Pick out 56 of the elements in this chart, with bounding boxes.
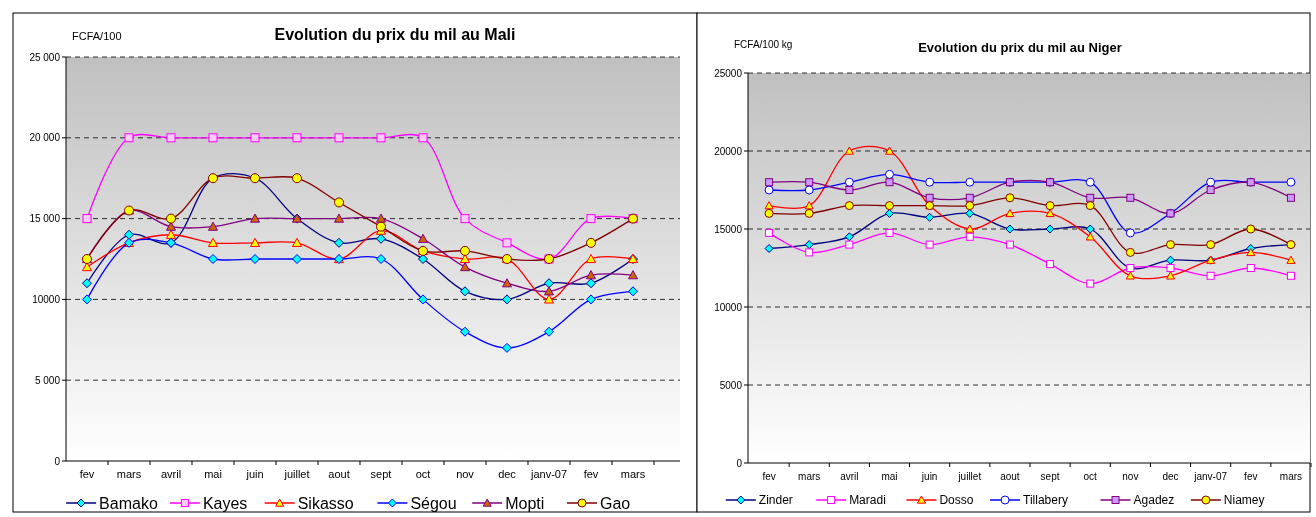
x-tick-label: mars <box>620 468 646 480</box>
y-axis-title: FCFA/100 <box>72 30 122 42</box>
x-tick-label: avril <box>840 471 859 482</box>
legend-label: Ségou <box>410 494 457 512</box>
x-tick-label: juin <box>245 468 264 480</box>
legend-label: Mopti <box>505 494 545 512</box>
y-tick-label: 25000 <box>714 67 743 79</box>
x-tick-label: juillet <box>957 471 982 482</box>
legend-label: Tillabery <box>1023 493 1068 507</box>
x-tick-label: mars <box>1279 471 1303 482</box>
x-tick-label: nov <box>456 468 475 480</box>
x-tick-label: dec <box>498 468 517 480</box>
legend-label: Kayes <box>202 494 248 512</box>
x-tick-label: fev <box>79 468 95 480</box>
x-tick-label: juillet <box>283 468 310 480</box>
y-tick-label: 20000 <box>714 145 743 157</box>
legend-label: Agadez <box>1133 493 1175 507</box>
x-tick-label: mai <box>204 468 222 480</box>
x-tick-label: aout <box>328 468 350 480</box>
y-tick-label: 0 <box>54 455 61 467</box>
legend-label: Bamako <box>99 494 158 512</box>
legend-label: Maradi <box>849 493 886 507</box>
x-tick-label: mars <box>116 468 142 480</box>
y-tick-label: 10000 <box>32 293 61 305</box>
y-axis-title: FCFA/100 kg <box>734 39 793 50</box>
y-tick-label: 5 000 <box>34 374 61 386</box>
legend-label: Zinder <box>758 493 793 507</box>
x-tick-label: mars <box>798 471 821 482</box>
legend-label: Gao <box>600 494 631 512</box>
x-tick-label: fev <box>762 471 776 482</box>
legend-label: Sikasso <box>297 494 354 512</box>
legend-label: Dosso <box>939 493 974 507</box>
x-tick-label: oct <box>1083 471 1098 482</box>
x-tick-label: mai <box>881 471 898 482</box>
y-tick-label: 20 000 <box>29 132 61 144</box>
x-tick-label: fev <box>583 468 599 480</box>
y-tick-label: 10000 <box>714 301 743 313</box>
y-tick-label: 15 000 <box>29 213 61 225</box>
y-tick-label: 25 000 <box>29 51 61 63</box>
chart-title: Evolution du prix du mil au Niger <box>918 40 1122 55</box>
x-tick-label: oct <box>415 468 431 480</box>
x-tick-label: sept <box>370 468 392 480</box>
x-tick-label: avril <box>160 468 182 480</box>
legend-label: Niamey <box>1223 493 1265 507</box>
x-tick-label: sept <box>1040 471 1060 482</box>
x-tick-label: nov <box>1122 471 1139 482</box>
x-tick-label: fev <box>1244 471 1258 482</box>
y-tick-label: 15000 <box>714 223 743 235</box>
x-tick-label: juin <box>920 471 938 482</box>
x-tick-label: dec <box>1162 471 1179 482</box>
y-tick-label: 5000 <box>719 379 743 391</box>
chart-title: Evolution du prix du mil au Mali <box>274 26 516 43</box>
x-tick-label: janv-07 <box>529 468 568 480</box>
y-tick-label: 0 <box>736 457 743 469</box>
x-tick-label: janv-07 <box>1193 471 1228 482</box>
x-tick-label: aout <box>1000 471 1020 482</box>
